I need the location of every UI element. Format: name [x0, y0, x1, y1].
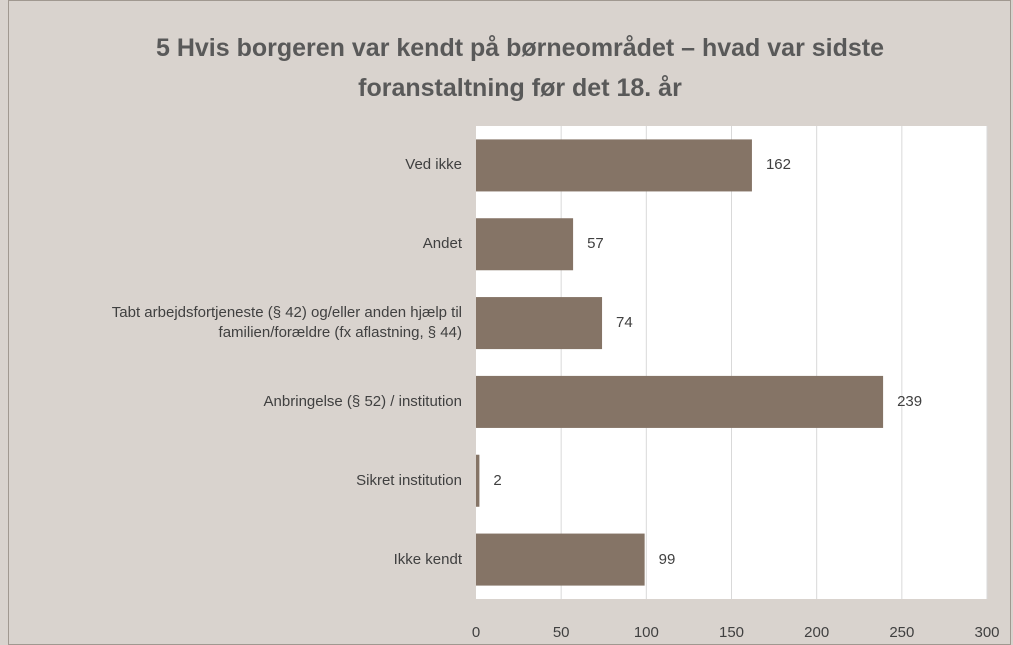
y-tick-label: Ikke kendt	[393, 550, 462, 568]
y-tick-label: Tabt arbejdsfortjeneste (§ 42) og/eller …	[111, 304, 462, 342]
y-tick-label: Anbringelse (§ 52) / institution	[263, 392, 462, 410]
x-tick-label: 300	[974, 624, 1000, 641]
x-tick-label: 50	[552, 624, 570, 641]
data-label: 239	[897, 392, 923, 410]
data-label: 162	[765, 156, 791, 174]
x-tick-label: 0	[471, 624, 481, 641]
bar	[476, 218, 574, 271]
bar	[476, 297, 603, 350]
bar	[476, 375, 884, 428]
y-tick-label: Andet	[422, 235, 462, 253]
chart-title: 5 Hvis borgeren var kendt på børneområde…	[155, 34, 885, 102]
data-label: 99	[658, 550, 676, 568]
data-label: 57	[587, 235, 604, 253]
x-tick-label: 150	[718, 624, 745, 641]
y-tick-label: Ved ikke	[405, 156, 462, 174]
bar	[476, 139, 752, 192]
x-tick-label: 100	[633, 624, 659, 641]
x-tick-label: 250	[889, 624, 915, 641]
bar	[476, 533, 645, 586]
x-tick-label: 200	[804, 624, 830, 641]
y-tick-label: Sikret institution	[356, 471, 462, 489]
bar	[476, 454, 480, 507]
data-label: 2	[493, 471, 502, 489]
data-label: 74	[616, 314, 633, 332]
